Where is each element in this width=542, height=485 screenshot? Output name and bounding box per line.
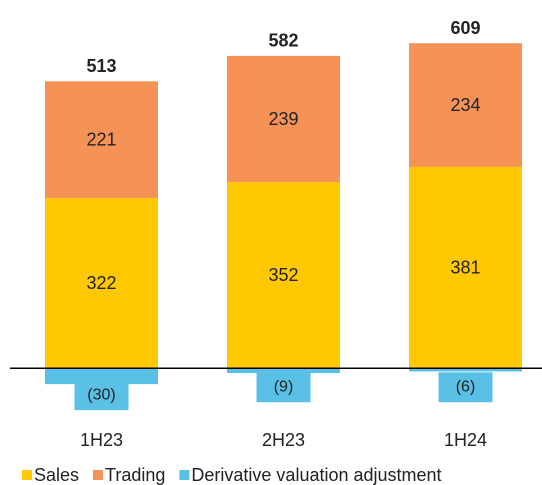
legend-swatch — [179, 470, 190, 480]
value-label: 381 — [450, 257, 480, 277]
bar-segment — [45, 198, 158, 369]
bar-segment — [409, 166, 522, 369]
value-label: (30) — [87, 386, 115, 403]
bar-segment — [227, 368, 340, 374]
legend-swatch — [93, 470, 104, 480]
value-label-box — [438, 372, 493, 403]
value-label-box — [256, 372, 311, 403]
x-tick-label: 2H23 — [262, 430, 305, 450]
value-label: 221 — [86, 129, 116, 149]
bar-segment — [227, 55, 340, 183]
bar-segment — [227, 182, 340, 369]
total-label: 582 — [268, 31, 298, 51]
legend-swatch — [22, 470, 32, 480]
bar-segment — [409, 368, 522, 372]
value-label: 322 — [86, 273, 116, 293]
value-label: 239 — [268, 109, 298, 129]
x-tick-label: 1H23 — [80, 430, 123, 450]
bar-segment — [409, 43, 522, 167]
legend-label: Derivative valuation adjustment — [191, 465, 441, 485]
value-label: (6) — [456, 379, 476, 396]
total-label: 513 — [86, 56, 116, 76]
legend-label: Trading — [105, 465, 165, 485]
value-label: 352 — [268, 265, 298, 285]
bar-segment — [45, 368, 158, 385]
bar-segment — [45, 81, 158, 199]
x-tick-label: 1H24 — [444, 430, 487, 450]
legend-label: Sales — [34, 465, 79, 485]
total-label: 609 — [450, 18, 480, 38]
value-label-box — [74, 380, 129, 411]
value-label: (9) — [274, 379, 294, 396]
value-label: 234 — [450, 95, 480, 115]
